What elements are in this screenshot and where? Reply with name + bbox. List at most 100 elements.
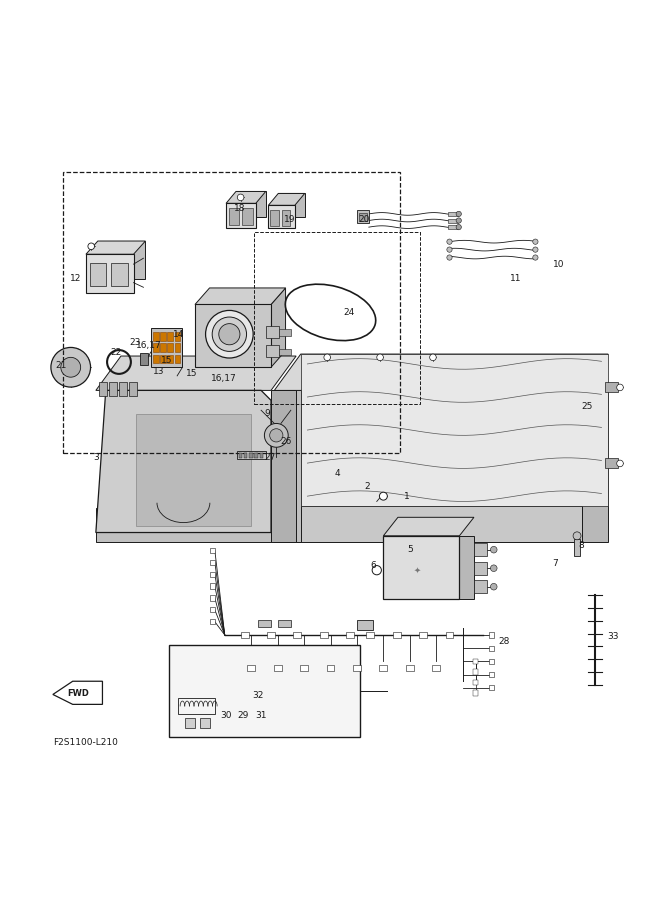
Bar: [448, 218, 458, 223]
Circle shape: [456, 218, 461, 223]
Bar: [357, 210, 369, 223]
Polygon shape: [268, 205, 295, 228]
Circle shape: [270, 429, 283, 442]
Bar: [282, 210, 290, 226]
Circle shape: [324, 354, 330, 361]
Circle shape: [372, 565, 381, 575]
Text: 10: 10: [553, 260, 564, 269]
Circle shape: [490, 583, 497, 590]
Bar: [169, 645, 360, 738]
Polygon shape: [268, 194, 305, 205]
Bar: [175, 332, 180, 341]
Bar: [473, 680, 478, 685]
Polygon shape: [226, 192, 266, 204]
Text: 12: 12: [70, 274, 82, 282]
Bar: [270, 210, 279, 226]
Polygon shape: [459, 536, 474, 599]
Bar: [153, 355, 159, 363]
Text: 33: 33: [607, 632, 619, 641]
Bar: [258, 621, 271, 627]
Text: 8: 8: [579, 541, 584, 551]
Text: 21: 21: [56, 361, 67, 370]
Bar: [353, 665, 361, 671]
Polygon shape: [301, 354, 608, 506]
Bar: [406, 665, 414, 671]
Bar: [279, 349, 291, 355]
Circle shape: [533, 239, 538, 245]
Bar: [448, 212, 458, 215]
Polygon shape: [582, 391, 608, 542]
Circle shape: [206, 310, 253, 358]
Bar: [474, 580, 487, 593]
Bar: [574, 539, 580, 556]
Bar: [167, 343, 173, 352]
Text: FWD: FWD: [67, 688, 89, 698]
Circle shape: [447, 255, 452, 260]
Bar: [327, 665, 334, 671]
Bar: [63, 173, 400, 453]
Bar: [605, 458, 618, 468]
Bar: [279, 329, 291, 336]
Polygon shape: [96, 508, 271, 542]
Bar: [266, 345, 279, 357]
Polygon shape: [271, 288, 286, 367]
Text: 5: 5: [407, 544, 412, 553]
Bar: [129, 383, 137, 395]
Bar: [446, 632, 453, 638]
Polygon shape: [274, 391, 301, 542]
Bar: [175, 343, 180, 352]
Text: 29: 29: [237, 711, 249, 720]
Text: 13: 13: [153, 367, 165, 376]
Text: F2S1100-L210: F2S1100-L210: [53, 738, 118, 747]
Text: 27: 27: [264, 454, 276, 462]
Bar: [109, 383, 117, 395]
Bar: [119, 383, 127, 395]
Circle shape: [51, 348, 91, 387]
Text: 20: 20: [358, 215, 369, 225]
Polygon shape: [86, 254, 134, 292]
Bar: [474, 561, 487, 575]
Bar: [151, 328, 182, 367]
Text: 31: 31: [255, 711, 267, 720]
Polygon shape: [195, 304, 271, 367]
Text: 3: 3: [93, 454, 98, 462]
Text: 22: 22: [110, 348, 122, 357]
Polygon shape: [96, 356, 296, 391]
Bar: [473, 669, 478, 675]
Bar: [249, 453, 253, 457]
Bar: [346, 632, 354, 638]
Bar: [210, 572, 215, 577]
Bar: [160, 355, 166, 363]
Bar: [489, 659, 494, 664]
Bar: [359, 213, 367, 221]
Circle shape: [88, 243, 95, 249]
Bar: [200, 718, 210, 728]
Bar: [379, 665, 387, 671]
Bar: [111, 263, 128, 286]
Circle shape: [447, 247, 452, 252]
Circle shape: [490, 546, 497, 553]
Bar: [241, 632, 249, 638]
Bar: [320, 632, 328, 638]
Text: ✦: ✦: [414, 565, 421, 574]
Bar: [167, 332, 173, 341]
Text: 15: 15: [186, 370, 198, 378]
Circle shape: [264, 424, 288, 447]
Polygon shape: [53, 681, 102, 704]
Bar: [229, 208, 239, 226]
Polygon shape: [383, 518, 474, 536]
Circle shape: [456, 225, 461, 230]
Circle shape: [617, 460, 623, 467]
Bar: [140, 353, 148, 365]
Bar: [185, 718, 195, 728]
Bar: [210, 583, 215, 589]
Bar: [489, 672, 494, 677]
Bar: [260, 453, 263, 457]
Bar: [432, 665, 440, 671]
Bar: [210, 619, 215, 624]
Circle shape: [617, 384, 623, 391]
Bar: [366, 632, 374, 638]
Circle shape: [490, 565, 497, 572]
Text: 7: 7: [553, 559, 558, 568]
Bar: [244, 453, 247, 457]
